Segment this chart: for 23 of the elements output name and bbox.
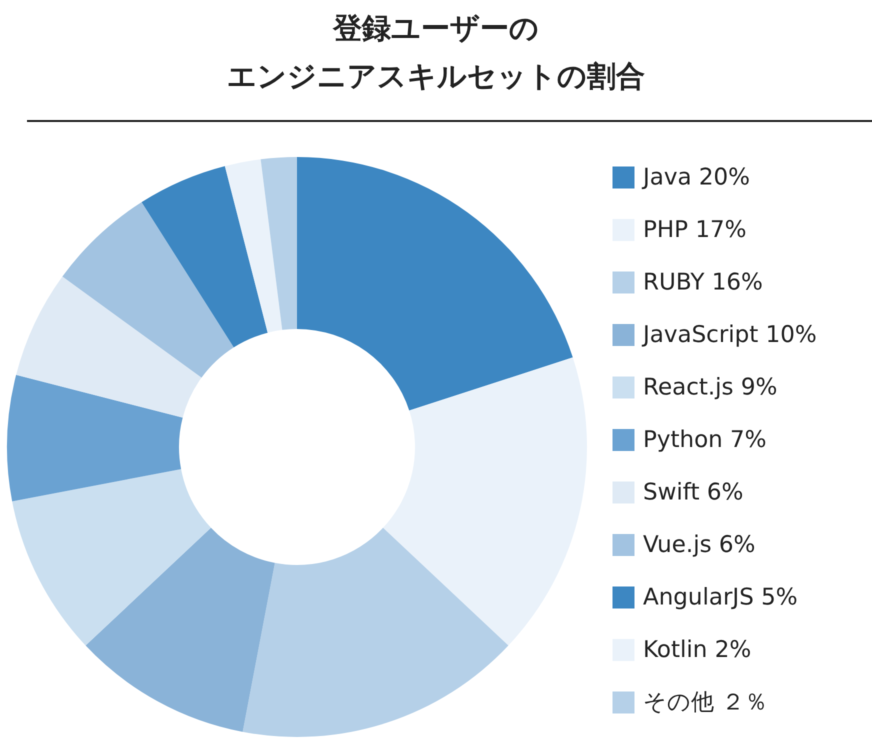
- donut-slice: [224, 159, 282, 333]
- chart-title: 登録ユーザーのエンジニアスキルセットの割合: [226, 10, 646, 95]
- legend-label: JavaScript 10%: [641, 322, 817, 348]
- legend-label: Swift 6%: [643, 480, 744, 506]
- donut-slice: [62, 202, 234, 378]
- legend-label: AngularJS 5%: [643, 584, 798, 610]
- legend-label: RUBY 16%: [643, 270, 763, 296]
- donut-slice: [16, 276, 202, 418]
- legend-label: Kotlin 2%: [643, 637, 752, 663]
- donut-slice: [12, 469, 211, 646]
- donut-slice: [7, 374, 183, 502]
- legend-label: Java 20%: [641, 164, 750, 190]
- legend-label: React.js 9%: [643, 374, 778, 400]
- legend-label: Vue.js 6%: [643, 532, 756, 558]
- donut-slice: [86, 528, 275, 732]
- legend-label: PHP 17%: [643, 217, 746, 243]
- donut-slice: [260, 157, 297, 330]
- donut-slice: [142, 166, 268, 348]
- legend-label: Python 7%: [643, 427, 767, 453]
- legend-label: その他 ２％: [643, 690, 768, 716]
- donut-slice: [383, 357, 587, 646]
- donut-slice: [297, 157, 573, 411]
- donut-slice: [242, 528, 508, 736]
